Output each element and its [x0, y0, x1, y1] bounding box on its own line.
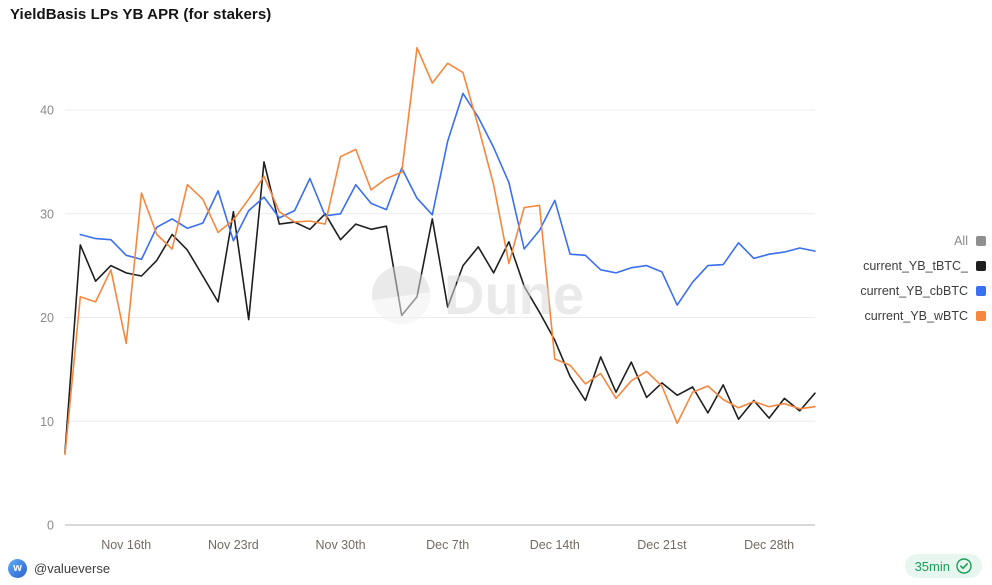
chart-legend: All current_YB_tBTC_ current_YB_cbBTC cu… [860, 228, 986, 328]
legend-item-all[interactable]: All [954, 228, 986, 253]
legend-swatch-wbtc-icon [976, 310, 986, 321]
x-axis-label: Dec 7th [426, 538, 469, 552]
y-axis-label: 40 [40, 104, 54, 118]
y-axis-label: 20 [40, 311, 54, 325]
legend-label: current_YB_tBTC_ [863, 258, 968, 273]
x-axis-label: Dec 14th [530, 538, 580, 552]
author-avatar-icon: w [8, 559, 27, 578]
author-handle: @valueverse [34, 561, 111, 576]
legend-swatch-cbbtc-icon [976, 285, 986, 296]
series-line-current_YB_tBTC_[interactable] [64, 161, 816, 454]
verified-check-icon [956, 558, 972, 574]
series-line-current_YB_wBTC[interactable] [64, 47, 816, 456]
legend-item-wbtc[interactable]: current_YB_wBTC [864, 303, 986, 328]
y-axis-label: 30 [40, 207, 54, 221]
refresh-interval-label: 35min [914, 558, 950, 574]
y-axis-label: 10 [40, 415, 54, 429]
x-axis-label: Nov 23rd [208, 538, 259, 552]
legend-swatch-tbtc-icon [976, 260, 986, 271]
legend-label: All [954, 233, 968, 248]
legend-item-cbbtc[interactable]: current_YB_cbBTC [860, 278, 986, 303]
legend-label: current_YB_wBTC [864, 308, 968, 323]
x-axis-label: Dec 28th [744, 538, 794, 552]
legend-label: current_YB_cbBTC [860, 283, 968, 298]
x-axis-label: Nov 16th [101, 538, 151, 552]
page-title: YieldBasis LPs YB APR (for stakers) [10, 6, 272, 23]
legend-item-tbtc[interactable]: current_YB_tBTC_ [863, 253, 986, 278]
y-axis-label: 0 [47, 519, 54, 533]
author-link[interactable]: w @valueverse [8, 559, 110, 578]
series-line-current_YB_cbBTC[interactable] [79, 92, 816, 306]
legend-swatch-all-icon [976, 235, 986, 246]
x-axis-label: Nov 30th [315, 538, 365, 552]
x-axis-label: Dec 21st [637, 538, 687, 552]
refresh-status-badge[interactable]: 35min [904, 554, 982, 578]
